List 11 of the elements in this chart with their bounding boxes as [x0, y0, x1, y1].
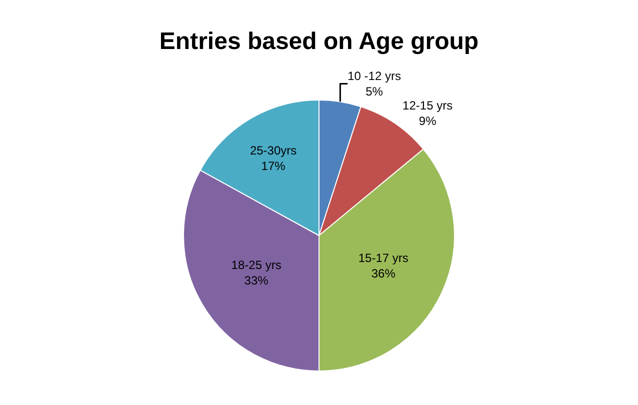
data-label: 17%: [261, 159, 286, 174]
data-label: 33%: [244, 273, 269, 288]
chart-title: Entries based on Age group: [159, 28, 479, 55]
slice-label: 12-15 yrs: [402, 98, 453, 113]
data-label: 9%: [418, 114, 437, 128]
data-label: 5%: [366, 84, 384, 99]
slice-label: 18-25 yrs: [231, 258, 282, 272]
data-label: 36%: [371, 266, 396, 281]
slice-label: 15-17 yrs: [358, 250, 408, 265]
slice-label: 25-30yrs: [250, 143, 297, 158]
slice-label: 10 -12 yrs: [348, 68, 401, 83]
